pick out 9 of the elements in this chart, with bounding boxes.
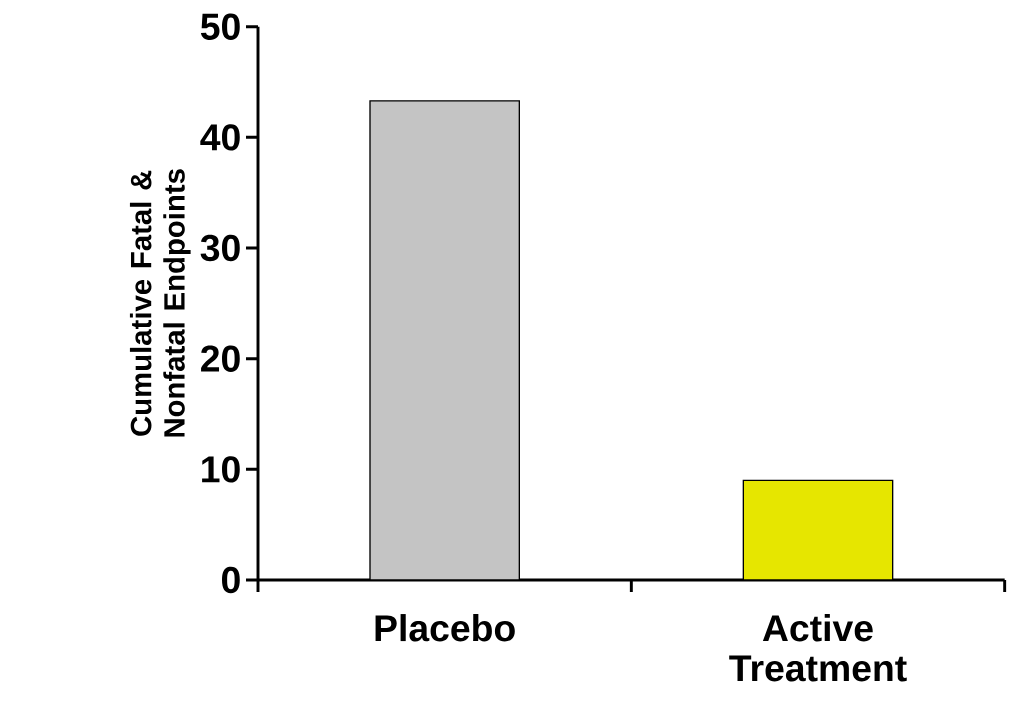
y-axis-title: Cumulative Fatal & Nonfatal Endpoints (129, 169, 191, 437)
y-tick-label: 20 (201, 345, 240, 372)
y-tick-label: 0 (222, 566, 240, 594)
y-tick-label: 40 (200, 124, 240, 151)
x-tick-label: Active Treatment (729, 614, 907, 682)
y-tick-label: 30 (200, 234, 240, 262)
y-tick-label: 10 (202, 456, 240, 483)
y-tick-label: 50 (200, 13, 240, 40)
x-tick-label: Placebo (375, 614, 515, 642)
